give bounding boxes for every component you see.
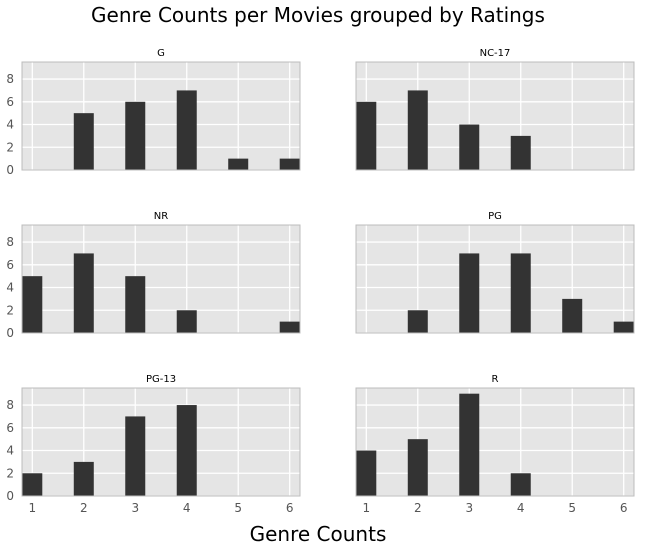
y-tick-label: 0 (6, 489, 14, 503)
panel-g: G 0 2 4 6 8 (6, 48, 301, 177)
panel-pg-13: PG-13 0 2 4 6 8 1 2 3 4 5 6 (6, 374, 301, 515)
bar (407, 310, 428, 333)
y-tick-label: 2 (6, 140, 14, 154)
panel-frame (355, 224, 635, 334)
panel-nr: NR 0 2 4 6 8 (6, 211, 301, 340)
x-tick-label: 3 (465, 501, 473, 515)
y-tick-label: 4 (6, 281, 14, 295)
y-tick-label: 2 (6, 466, 14, 480)
bar (613, 321, 634, 333)
y-tick-label: 8 (6, 235, 14, 249)
panel-background (356, 62, 634, 170)
bar (125, 416, 146, 496)
y-tick-label: 6 (6, 421, 14, 435)
x-tick-label: 3 (131, 501, 139, 515)
panel-frame (355, 387, 635, 497)
panel-title: PG-13 (146, 374, 176, 385)
bar (407, 90, 428, 170)
panel-background (356, 225, 634, 333)
y-tick-label: 6 (6, 95, 14, 109)
bar (279, 158, 300, 170)
panel-pg: PG (355, 211, 635, 334)
bar (407, 439, 428, 496)
panel-background (22, 225, 300, 333)
panel-nc-17: NC-17 (355, 48, 635, 171)
x-tick-label: 4 (183, 501, 191, 515)
panel-frame (355, 61, 635, 171)
y-tick-label: 8 (6, 72, 14, 86)
bar (176, 405, 197, 496)
bar (73, 253, 94, 333)
panel-title: NR (154, 211, 168, 222)
panel-title: G (157, 48, 165, 59)
bar (176, 90, 197, 170)
bar (459, 253, 480, 333)
figure-title: Genre Counts per Movies grouped by Ratin… (91, 3, 545, 27)
panel-background (356, 388, 634, 496)
y-tick-label: 4 (6, 118, 14, 132)
bar (356, 450, 377, 496)
panel-r: R 1 2 3 4 5 6 (355, 374, 635, 515)
bar (459, 124, 480, 170)
panel-title: PG (488, 211, 502, 222)
y-tick-label: 2 (6, 303, 14, 317)
x-tick-label: 2 (80, 501, 88, 515)
bar (510, 253, 531, 333)
y-tick-label: 6 (6, 258, 14, 272)
y-tick-label: 0 (6, 326, 14, 340)
y-tick-label: 0 (6, 163, 14, 177)
bar (125, 276, 146, 333)
panel-background (22, 388, 300, 496)
bar (228, 158, 249, 170)
bar (73, 113, 94, 170)
bar (510, 473, 531, 496)
y-tick-label: 8 (6, 398, 14, 412)
bar (73, 461, 94, 496)
x-tick-label: 5 (568, 501, 576, 515)
panel-frame (21, 61, 301, 171)
panel-frame (21, 224, 301, 334)
bar (125, 101, 146, 170)
bar (510, 135, 531, 170)
bar (176, 310, 197, 333)
panels-grid: G 0 2 4 6 8 NC-17 NR 0 2 4 6 8 PG PG-13 0 2 4 6 8 1 2 3 4 5 6 R 1 2 3… (6, 48, 635, 515)
x-tick-label: 5 (234, 501, 242, 515)
x-tick-label: 4 (517, 501, 525, 515)
x-tick-label: 6 (620, 501, 628, 515)
bar (279, 321, 300, 333)
x-axis-label: Genre Counts (250, 522, 387, 546)
x-tick-label: 2 (414, 501, 422, 515)
panel-background (22, 62, 300, 170)
panel-frame (21, 387, 301, 497)
y-tick-label: 4 (6, 444, 14, 458)
x-tick-label: 1 (28, 501, 36, 515)
bar (356, 101, 377, 170)
panel-title: R (492, 374, 499, 385)
bar (562, 298, 583, 333)
bar (22, 473, 43, 496)
panel-title: NC-17 (480, 48, 511, 59)
bar (22, 276, 43, 333)
bar (459, 393, 480, 496)
x-tick-label: 6 (286, 501, 294, 515)
x-tick-label: 1 (362, 501, 370, 515)
